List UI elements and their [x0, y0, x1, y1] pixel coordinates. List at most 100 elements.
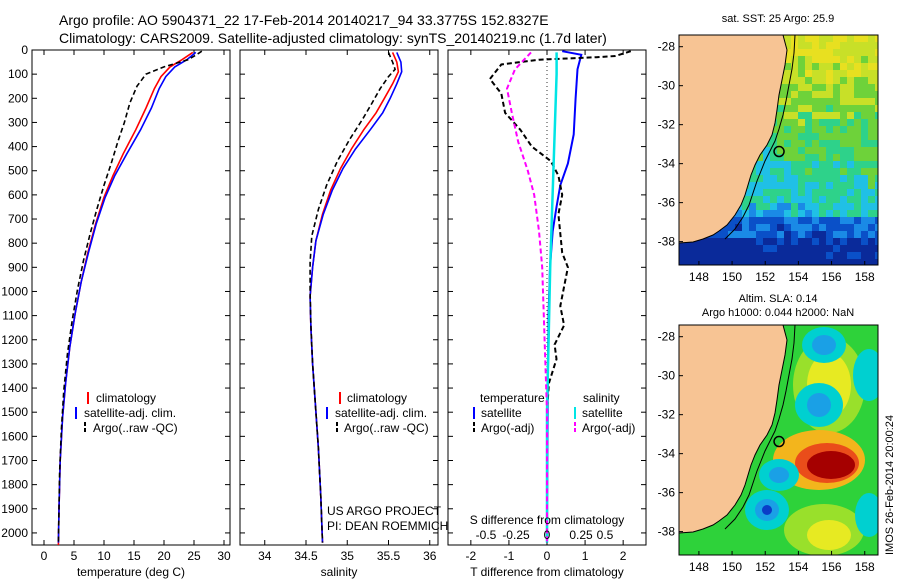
sst-cell — [847, 84, 854, 91]
sst-cell — [805, 112, 812, 119]
sst-cell — [861, 133, 868, 140]
sst-cell — [791, 210, 798, 217]
sst-cell — [777, 238, 784, 245]
sst-cell — [791, 217, 798, 224]
sst-cell — [819, 238, 826, 245]
sst-cell — [868, 182, 875, 189]
sst-cell — [847, 154, 854, 161]
sst-cell — [847, 168, 854, 175]
sst-cell — [840, 112, 847, 119]
sst-cell — [840, 224, 847, 231]
sst-cell — [756, 231, 763, 238]
lon-tick-label: 148 — [689, 270, 709, 284]
lat-tick-label: -32 — [658, 118, 676, 132]
sst-cell — [854, 140, 861, 147]
sst-cell — [868, 70, 875, 77]
sst-cell — [847, 140, 854, 147]
sst-cell — [868, 259, 875, 265]
sst-cell — [854, 161, 861, 168]
sst-cell — [826, 231, 833, 238]
sst-cell — [875, 252, 878, 259]
sst-cell — [868, 203, 875, 210]
sst-cell — [826, 224, 833, 231]
lon-tick-label: 152 — [755, 270, 775, 284]
sst-cell — [826, 161, 833, 168]
sst-cell — [819, 217, 826, 224]
legend-label-t-argo: Argo(-adj) — [481, 421, 534, 435]
sst-cell — [784, 147, 791, 154]
sst-cell — [742, 252, 749, 259]
sst-cell — [763, 224, 770, 231]
series-line-salinity-satellite — [545, 52, 558, 543]
sst-cell — [693, 252, 700, 259]
sst-cell — [791, 245, 798, 252]
sst-cell — [777, 252, 784, 259]
sst-cell — [826, 210, 833, 217]
sst-cell — [819, 203, 826, 210]
legend-label-s-argo: Argo(-adj) — [582, 421, 635, 435]
sst-cell — [812, 112, 819, 119]
sst-cell — [847, 98, 854, 105]
sst-cell — [805, 56, 812, 63]
s-tick-label: 0.5 — [597, 528, 614, 542]
lat-tick-label: -38 — [658, 525, 676, 539]
sst-cell — [798, 56, 805, 63]
sst-cell — [805, 42, 812, 49]
sst-cell — [784, 140, 791, 147]
sst-cell — [749, 203, 756, 210]
sst-cell — [826, 217, 833, 224]
sst-cell — [784, 224, 791, 231]
x-tick-label: 34 — [258, 549, 272, 563]
sst-cell — [875, 98, 878, 105]
sst-cell — [833, 133, 840, 140]
salinity-depth-ticks — [240, 49, 438, 534]
sst-cell — [833, 245, 840, 252]
sst-cell — [763, 238, 770, 245]
sst-cell — [763, 259, 770, 265]
sst-cell — [868, 245, 875, 252]
sst-cell — [854, 91, 861, 98]
sst-cell — [812, 259, 819, 265]
sst-cell — [756, 217, 763, 224]
sst-cell — [798, 147, 805, 154]
sst-cell — [875, 42, 878, 49]
sst-cell — [812, 49, 819, 56]
sst-cell — [784, 119, 791, 126]
sst-cell — [798, 77, 805, 84]
y-tick-label: 400 — [8, 140, 28, 154]
sst-cell — [854, 259, 861, 265]
sla-feature — [855, 493, 878, 537]
sst-cell — [756, 189, 763, 196]
sst-cell — [868, 98, 875, 105]
sst-cell — [756, 252, 763, 259]
sst-cell — [861, 140, 868, 147]
sst-cell — [875, 70, 878, 77]
sst-cell — [805, 84, 812, 91]
sst-cell — [756, 203, 763, 210]
sst-cell — [798, 238, 805, 245]
sst-cell — [784, 49, 791, 56]
sst-cell — [791, 224, 798, 231]
sst-cell — [812, 147, 819, 154]
sst-cell — [777, 196, 784, 203]
difference-legend: temperature satellite Argo(-adj) salinit… — [473, 391, 635, 435]
sst-cell — [798, 42, 805, 49]
sst-cell — [840, 182, 847, 189]
sst-cell — [700, 238, 707, 245]
sst-cell — [854, 196, 861, 203]
sst-cell — [868, 126, 875, 133]
sst-cell — [770, 189, 777, 196]
sst-cell — [714, 231, 721, 238]
sst-cell — [805, 126, 812, 133]
sst-cell — [721, 245, 728, 252]
sst-cell — [847, 42, 854, 49]
argo-float-location-marker — [773, 145, 785, 158]
sst-cell — [784, 210, 791, 217]
sst-cell — [875, 182, 878, 189]
sst-cell — [861, 224, 868, 231]
sst-cell — [826, 49, 833, 56]
sst-cell — [777, 217, 784, 224]
sst-cell — [854, 203, 861, 210]
y-tick-label: 1600 — [1, 429, 28, 443]
series-line-argo-raw-qc- — [57, 50, 203, 543]
